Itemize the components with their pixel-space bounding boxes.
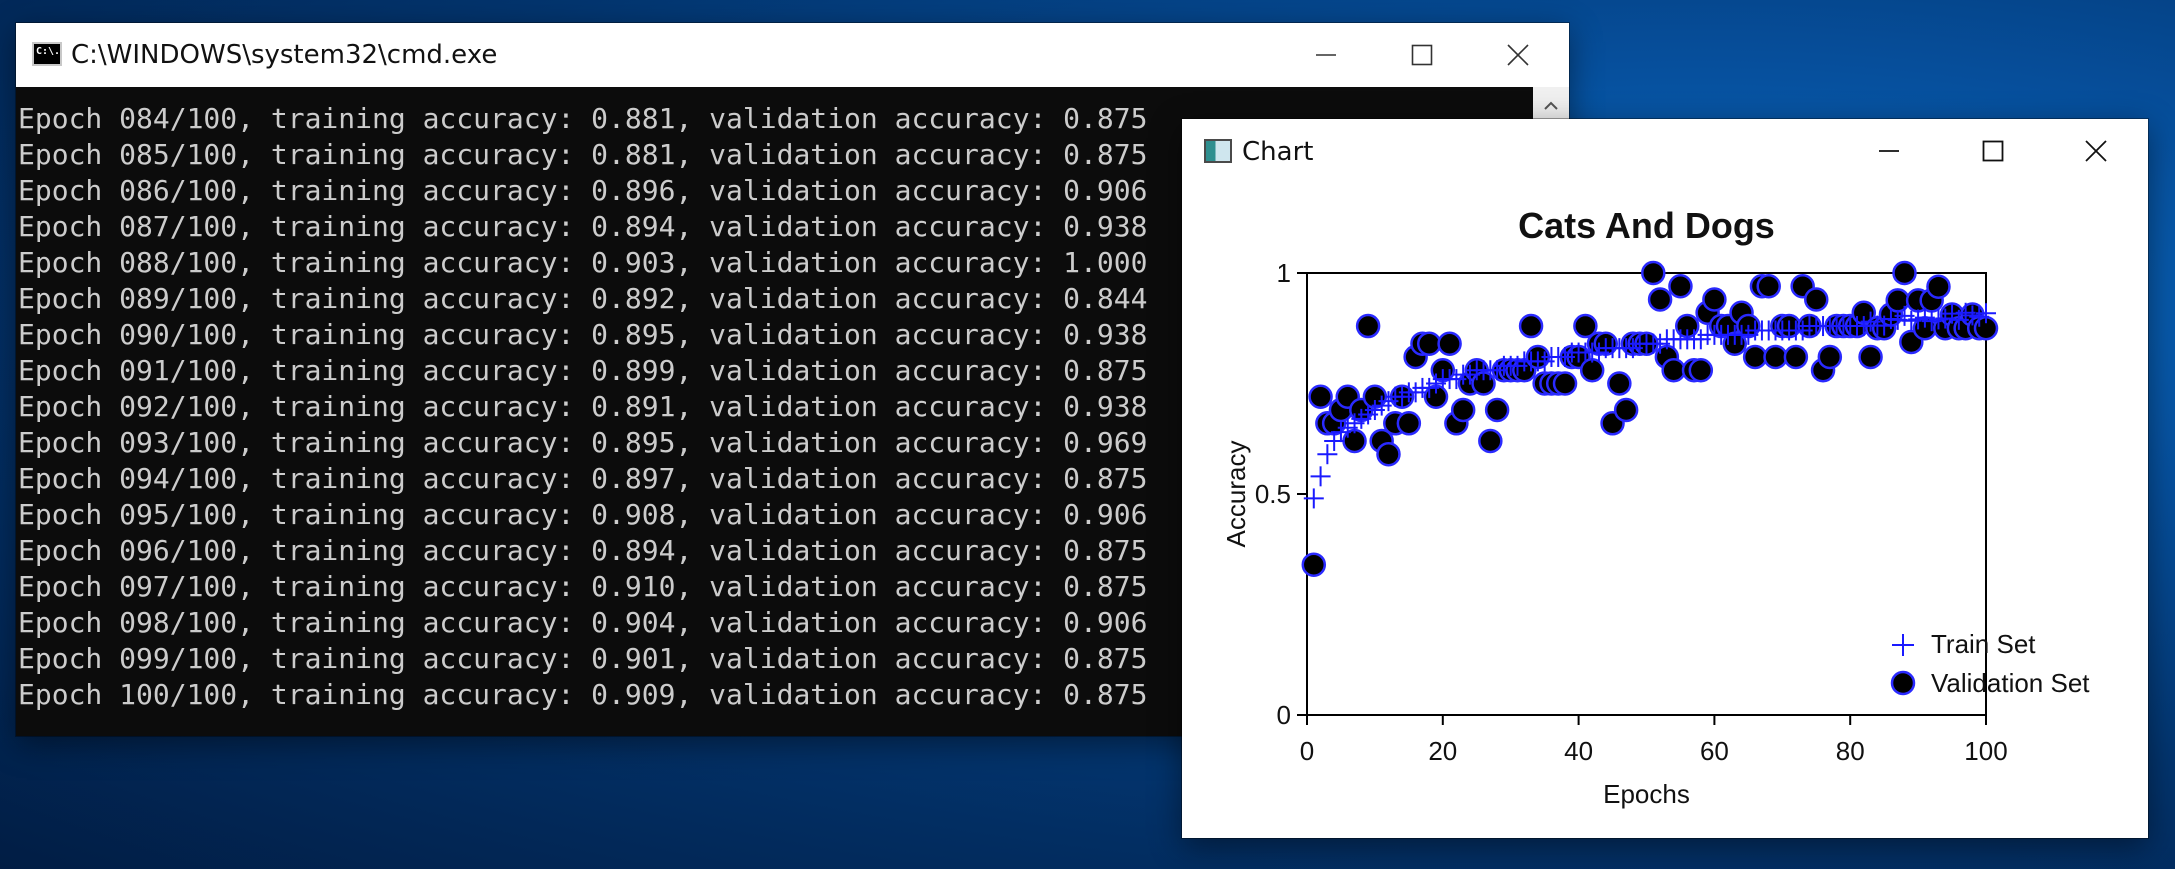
validation-point xyxy=(1858,344,1883,370)
chart-maximize-button[interactable] xyxy=(1941,119,2045,183)
validation-point xyxy=(1478,428,1503,454)
console-line: Epoch 098/100, training accuracy: 0.904,… xyxy=(18,606,1148,639)
train-point xyxy=(1310,466,1331,487)
console-line: Epoch 092/100, training accuracy: 0.891,… xyxy=(18,390,1148,423)
console-line: Epoch 089/100, training accuracy: 0.892,… xyxy=(18,282,1148,315)
console-line: Epoch 090/100, training accuracy: 0.895,… xyxy=(18,318,1148,351)
cmd-icon: C:\. xyxy=(32,42,62,66)
y-axis-label: Accuracy xyxy=(1221,441,1251,548)
validation-point xyxy=(1376,441,1401,467)
validation-point xyxy=(1742,344,1768,370)
validation-point xyxy=(1484,397,1510,423)
validation-point xyxy=(1688,357,1714,383)
minimize-icon xyxy=(1316,54,1336,56)
train-point xyxy=(1303,488,1324,509)
accuracy-chart: Cats And Dogs 0 20 40 60 80 100 0 0.5 1 Epochs Accu… xyxy=(1221,205,2090,809)
x-tick-label: 80 xyxy=(1836,736,1865,766)
x-tick-label: 100 xyxy=(1964,736,2007,766)
x-axis-label: Epochs xyxy=(1603,779,1690,809)
chevron-up-icon xyxy=(1544,101,1558,110)
validation-point xyxy=(1308,384,1333,410)
x-tick-label: 0 xyxy=(1300,736,1314,766)
chart-close-button[interactable] xyxy=(2044,119,2148,183)
legend-validation-label: Validation Set xyxy=(1931,668,2090,698)
console-line: Epoch 095/100, training accuracy: 0.908,… xyxy=(18,498,1148,531)
legend-validation-marker xyxy=(1890,670,1916,696)
validation-point xyxy=(1450,397,1476,423)
console-line: Epoch 084/100, training accuracy: 0.881,… xyxy=(18,102,1148,135)
validation-point xyxy=(1926,274,1951,299)
x-tick-label: 60 xyxy=(1700,736,1729,766)
x-tick-label: 40 xyxy=(1564,736,1593,766)
chart-title: Cats And Dogs xyxy=(1518,205,1775,246)
validation-point xyxy=(1647,287,1673,312)
validation-point xyxy=(1416,331,1442,356)
validation-point xyxy=(1804,287,1829,312)
console-line: Epoch 094/100, training accuracy: 0.897,… xyxy=(18,462,1148,495)
validation-point xyxy=(1641,260,1666,286)
console-line: Epoch 091/100, training accuracy: 0.899,… xyxy=(18,354,1148,387)
minimize-icon xyxy=(1879,150,1899,152)
maximize-icon xyxy=(1411,44,1433,66)
chart-window-title: Chart xyxy=(1242,137,1314,167)
console-line: Epoch 088/100, training accuracy: 0.903,… xyxy=(18,246,1148,279)
close-icon xyxy=(2085,140,2107,162)
chart-minimize-button[interactable] xyxy=(1837,119,1941,183)
cmd-icon-text: C:\. xyxy=(36,46,61,57)
console-line: Epoch 100/100, training accuracy: 0.909,… xyxy=(18,678,1148,711)
console-line: Epoch 085/100, training accuracy: 0.881,… xyxy=(18,138,1148,171)
cmd-maximize-button[interactable] xyxy=(1374,23,1470,87)
cmd-minimize-button[interactable] xyxy=(1278,23,1374,87)
cmd-close-button[interactable] xyxy=(1470,23,1566,87)
train-point xyxy=(1976,303,1996,324)
validation-point xyxy=(1518,313,1544,339)
validation-point xyxy=(1552,371,1578,396)
validation-point xyxy=(1661,357,1686,383)
plot-points xyxy=(1301,260,1999,577)
validation-point xyxy=(1301,552,1327,577)
validation-point xyxy=(1702,287,1727,312)
legend-train-label: Train Set xyxy=(1931,629,2036,659)
validation-point xyxy=(1756,274,1781,299)
console-line: Epoch 093/100, training accuracy: 0.895,… xyxy=(18,426,1148,459)
close-icon xyxy=(1507,44,1529,66)
validation-point xyxy=(1892,260,1917,286)
console-line: Epoch 097/100, training accuracy: 0.910,… xyxy=(18,570,1148,603)
y-tick-label: 0.5 xyxy=(1255,479,1291,509)
validation-point xyxy=(1573,313,1598,339)
chart-icon xyxy=(1204,139,1232,163)
y-tick-label: 0 xyxy=(1277,700,1291,730)
validation-point xyxy=(1396,411,1422,436)
cmd-titlebar[interactable]: C:\. C:\WINDOWS\system32\cmd.exe xyxy=(16,23,1569,87)
cmd-title: C:\WINDOWS\system32\cmd.exe xyxy=(71,40,498,70)
train-point xyxy=(1317,444,1338,465)
scroll-up-button[interactable] xyxy=(1533,87,1569,123)
validation-point xyxy=(1763,344,1788,370)
validation-point xyxy=(1607,371,1632,396)
validation-point xyxy=(1817,344,1843,370)
x-tick-label: 20 xyxy=(1428,736,1457,766)
validation-point xyxy=(1783,344,1809,370)
console-line: Epoch 087/100, training accuracy: 0.894,… xyxy=(18,210,1148,243)
validation-point xyxy=(1613,397,1639,423)
legend-train-marker xyxy=(1892,634,1914,656)
validation-point xyxy=(1668,274,1693,299)
console-line: Epoch 086/100, training accuracy: 0.896,… xyxy=(18,174,1148,207)
console-output: Epoch 084/100, training accuracy: 0.881,… xyxy=(18,101,1147,713)
y-tick-label: 1 xyxy=(1277,258,1291,288)
chart-titlebar[interactable]: Chart xyxy=(1182,119,2148,183)
validation-point xyxy=(1437,331,1462,356)
validation-point xyxy=(1355,313,1381,339)
console-line: Epoch 099/100, training accuracy: 0.901,… xyxy=(18,642,1148,675)
chart-window[interactable]: Chart Cats And Dogs 0 20 40 60 80 100 0 0.5 1 Epoc… xyxy=(1182,119,2148,838)
maximize-icon xyxy=(1982,140,2004,162)
console-line: Epoch 096/100, training accuracy: 0.894,… xyxy=(18,534,1148,567)
